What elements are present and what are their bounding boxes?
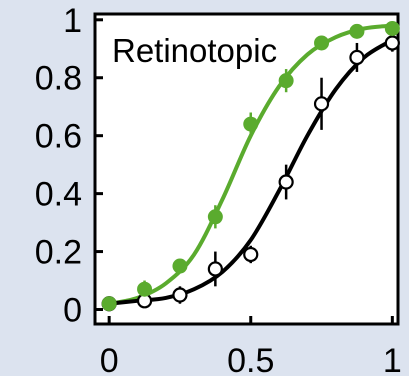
data-points	[101, 20, 400, 312]
green-data-point	[101, 296, 117, 312]
y-tick-label: 0	[63, 292, 82, 330]
y-tick-label: 0.8	[35, 60, 82, 98]
black-fit-curve	[107, 38, 395, 306]
fit-curves	[107, 23, 395, 306]
black-data-point	[172, 287, 188, 303]
green-data-point	[172, 258, 188, 274]
x-tick-label: 0	[100, 342, 119, 376]
green-fit-curve	[107, 23, 395, 306]
black-data-point	[243, 246, 259, 263]
y-tick-label: 1	[63, 2, 82, 40]
green-data-point	[278, 73, 294, 89]
black-data-point	[349, 49, 365, 66]
y-tick-label: 0.6	[35, 118, 82, 156]
black-data-point	[207, 261, 223, 277]
x-tick-label: 1	[383, 342, 402, 376]
y-tick-label: 0.2	[35, 234, 82, 272]
green-data-point	[349, 23, 365, 39]
green-data-point	[207, 209, 223, 225]
plot-frame	[93, 12, 400, 326]
green-data-point	[243, 116, 259, 132]
x-tick-label: 0.5	[227, 342, 274, 376]
green-data-point	[384, 20, 400, 36]
y-tick-label: 0.4	[35, 176, 82, 214]
green-data-point	[314, 35, 330, 51]
green-data-point	[137, 281, 153, 297]
axis-ticks: 0 0.5 1 0 0.2 0.4 0.6 0.8 1	[35, 2, 402, 376]
chart-title: Retinotopic	[112, 32, 277, 69]
black-data-point	[313, 96, 330, 112]
black-data-point	[384, 35, 400, 51]
black-data-point	[278, 174, 294, 190]
